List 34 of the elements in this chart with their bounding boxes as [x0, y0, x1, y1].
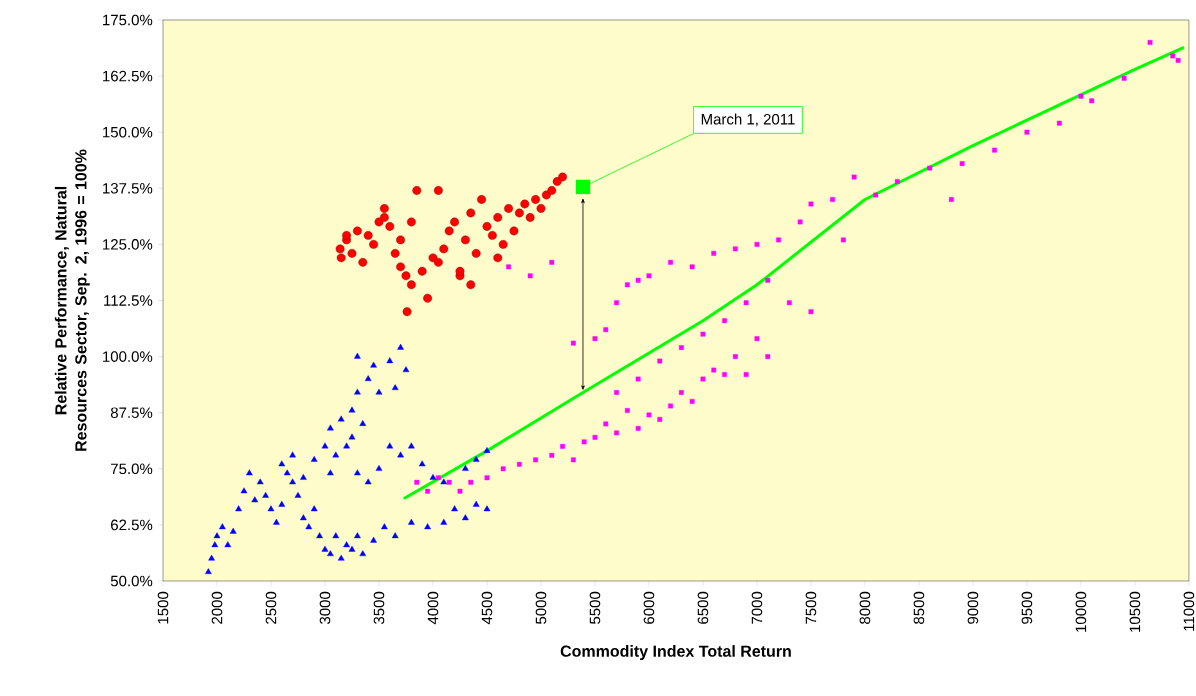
y-axis-title: Relative Performance, Natural Resources Sector, Sep. 2, 1996 = 100%: [54, 149, 90, 451]
y-tick-label: 137.5%: [103, 182, 153, 194]
x-tick-label: 7000: [751, 591, 763, 624]
y-tick-label: 125.0%: [103, 239, 153, 250]
x-axis-title: Commodity Index Total Return: [560, 645, 791, 661]
x-tick-label: 4500: [481, 591, 493, 625]
x-tick-label: 6000: [643, 591, 655, 624]
y-tick-label: 175.0%: [103, 14, 153, 26]
x-tick-label: 2500: [265, 591, 277, 624]
y-tick-label: 75.0%: [111, 463, 153, 475]
x-tick-label: 3500: [373, 591, 385, 624]
x-tick-label: 10500: [1129, 591, 1141, 632]
x-tick-label: 9500: [1021, 591, 1033, 624]
y-tick-label: 112.5%: [104, 295, 153, 306]
x-tick-label: 11000: [1183, 591, 1195, 631]
y-tick-label: 62.5%: [111, 519, 153, 531]
x-tick-label: 5500: [589, 591, 601, 624]
x-tick-label: 4000: [427, 591, 439, 625]
y-tick-label: 100.0%: [103, 351, 153, 362]
y-tick-label: 87.5%: [110, 407, 153, 418]
x-tick-label: 8500: [913, 591, 925, 624]
x-tick-label: 5000: [535, 591, 547, 624]
x-tick-label: 3000: [319, 591, 331, 624]
x-tick-label: 2000: [211, 591, 223, 624]
annotation: March 1, 2011: [701, 113, 795, 127]
y-tick-label: 162.5%: [103, 70, 153, 82]
x-tick-label: 1500: [157, 591, 169, 624]
x-tick-label: 6500: [697, 591, 709, 624]
x-tick-label: 10000: [1075, 591, 1087, 632]
y-tick-label: 150.0%: [103, 126, 153, 138]
y-tick-label: 50.0%: [110, 575, 153, 587]
x-tick-label: 7500: [805, 591, 817, 624]
x-tick-label: 9000: [967, 591, 979, 624]
x-tick-label: 8000: [859, 591, 871, 624]
